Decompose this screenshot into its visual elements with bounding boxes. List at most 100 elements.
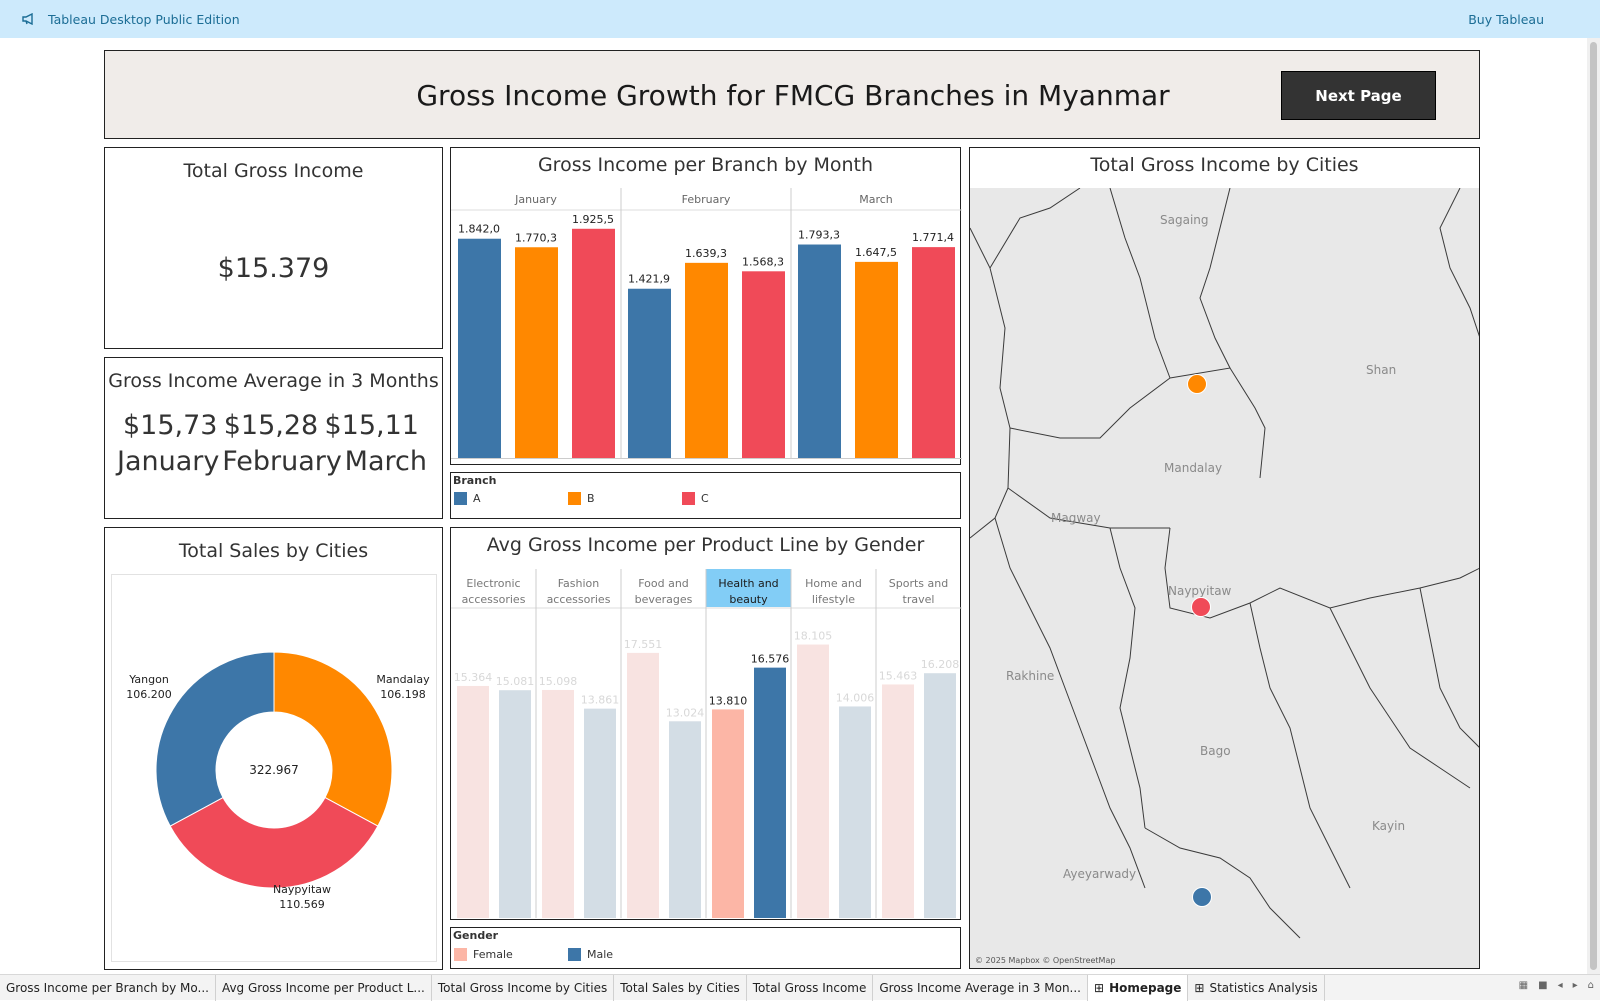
donut-slice-yangon xyxy=(155,651,275,827)
gender-chart-card: Avg Gross Income per Product Line by Gen… xyxy=(450,527,962,921)
map-borders xyxy=(970,188,1479,939)
scrollbar-thumb[interactable] xyxy=(1590,42,1597,970)
branch-a-swatch xyxy=(454,492,467,505)
bar-value-label: 1.639,3 xyxy=(685,247,727,260)
average-february-value: $15,28 xyxy=(223,410,319,441)
map-marker-yangon[interactable] xyxy=(1192,887,1212,907)
donut-label-name: Mandalay xyxy=(376,673,430,686)
legend-female[interactable]: Female xyxy=(454,948,513,961)
map-canvas[interactable] xyxy=(970,188,1479,968)
legend-branch-b[interactable]: B xyxy=(568,492,595,505)
total-income-value: $15.379 xyxy=(217,253,330,284)
donut-label-value: 106.198 xyxy=(380,688,426,701)
bar-value-label: 14.006 xyxy=(836,691,875,704)
branch-chart-title: Gross Income per Branch by Month xyxy=(537,154,874,176)
app-title[interactable]: Tableau Desktop Public Edition xyxy=(22,12,240,27)
tab-income-by-cities[interactable]: Total Gross Income by Cities xyxy=(432,974,615,1001)
branch-b-swatch xyxy=(568,492,581,505)
map-label-sagaing: Sagaing xyxy=(1160,213,1209,227)
donut-center-total: 322.967 xyxy=(249,763,299,777)
dashboard-grid-icon: ⊞ xyxy=(1094,980,1105,995)
bar-b-january xyxy=(515,247,558,458)
announcement-icon xyxy=(22,13,33,25)
filmstrip-icon[interactable]: ■ xyxy=(1538,980,1548,991)
category-header-line1: Food and xyxy=(638,577,689,590)
bar-a-january xyxy=(458,238,501,458)
month-header: January xyxy=(514,193,557,206)
map-label-mandalay: Mandalay xyxy=(1164,461,1223,475)
bar-male xyxy=(839,706,871,918)
legend-female-label: Female xyxy=(473,948,513,961)
bar-value-label: 13.024 xyxy=(666,706,705,719)
branch-bar-chart[interactable]: January 1.842,0 1.770,3 1.925,5 February 1.42… xyxy=(451,148,962,466)
bar-a-february xyxy=(628,288,671,458)
map-label-naypyitaw: Naypyitaw xyxy=(1168,584,1232,598)
legend-male[interactable]: Male xyxy=(568,948,613,961)
income-average-card: Gross Income Average in 3 Months $15,73 … xyxy=(104,357,443,519)
tab-total-income[interactable]: Total Gross Income xyxy=(747,974,874,1001)
map-card: Total Gross Income by Cities Sagaing Sha… xyxy=(969,147,1480,969)
average-january-label: January xyxy=(117,446,220,477)
bar-value-label: 15.081 xyxy=(496,675,535,688)
female-swatch xyxy=(454,948,467,961)
donut-slice-naypyitaw xyxy=(169,796,379,889)
bar-female xyxy=(797,644,829,918)
total-income-title: Total Gross Income xyxy=(183,160,364,182)
gender-bar-chart[interactable]: Electronic accessories 15.364 15.081 Fashion… xyxy=(451,528,962,921)
bar-b-february xyxy=(685,262,728,458)
buy-tableau-link[interactable]: Buy Tableau xyxy=(1468,12,1544,27)
presentation-icon[interactable]: ⌂ xyxy=(1587,980,1594,991)
bar-value-label: 16.576 xyxy=(751,653,790,666)
next-sheet-icon[interactable]: ▸ xyxy=(1572,980,1578,991)
tab-homepage[interactable]: ⊞ Homepage xyxy=(1088,974,1189,1001)
bar-value-label: 15.463 xyxy=(879,669,918,682)
donut-label-name: Yangon xyxy=(128,673,169,686)
bar-male xyxy=(584,708,616,918)
bar-male xyxy=(669,721,701,918)
bar-value-label: 15.098 xyxy=(539,675,578,688)
tab-branch-by-month[interactable]: Gross Income per Branch by Mo... xyxy=(0,974,216,1001)
next-page-button[interactable]: Next Page xyxy=(1281,71,1436,120)
dashboard-header: Gross Income Growth for FMCG Branches in… xyxy=(104,50,1480,139)
sheet-nav-controls: ▦ ■ ◂ ▸ ⌂ xyxy=(1519,980,1594,991)
map-label-bago: Bago xyxy=(1200,744,1231,758)
category-header-line2: beauty xyxy=(729,593,768,606)
bar-value-label: 16.208 xyxy=(921,658,960,671)
map-marker-naypyitaw[interactable] xyxy=(1191,597,1211,617)
bar-female xyxy=(712,709,744,918)
tab-statistics-analysis[interactable]: ⊞ Statistics Analysis xyxy=(1188,974,1325,1001)
bar-female xyxy=(542,689,574,918)
map-label-shan: Shan xyxy=(1366,363,1397,377)
bar-value-label: 1.770,3 xyxy=(515,231,557,244)
prev-sheet-icon[interactable]: ◂ xyxy=(1557,980,1563,991)
legend-branch-c-label: C xyxy=(701,492,709,505)
legend-branch-a-label: A xyxy=(473,492,481,505)
dashboard-title: Gross Income Growth for FMCG Branches in… xyxy=(416,79,1170,112)
total-gross-income-card: Total Gross Income $15.379 xyxy=(104,147,443,349)
bar-value-label: 18.105 xyxy=(794,630,833,643)
tab-product-line[interactable]: Avg Gross Income per Product L... xyxy=(216,974,432,1001)
grid-view-icon[interactable]: ▦ xyxy=(1518,980,1529,991)
map-marker-mandalay[interactable] xyxy=(1187,374,1207,394)
branch-legend: Branch A B C xyxy=(450,472,961,519)
bar-male xyxy=(754,667,786,918)
tab-income-average[interactable]: Gross Income Average in 3 Mon... xyxy=(873,974,1088,1001)
legend-branch-c[interactable]: C xyxy=(682,492,709,505)
legend-male-label: Male xyxy=(587,948,614,961)
month-header: February xyxy=(682,193,731,206)
category-header-line1: Electronic xyxy=(466,577,520,590)
category-header-line2: accessories xyxy=(547,593,611,606)
tab-homepage-label: Homepage xyxy=(1109,980,1182,995)
legend-branch-b-label: B xyxy=(587,492,595,505)
bar-value-label: 15.364 xyxy=(454,671,493,684)
donut-label-name: Naypyitaw xyxy=(273,883,331,896)
donut-chart[interactable]: 322.967 Yangon 106.200 Mandalay 106.198 Naypy… xyxy=(105,528,444,971)
category-header-line2: travel xyxy=(903,593,935,606)
bar-female xyxy=(627,652,659,918)
bar-value-label: 1.842,0 xyxy=(458,223,500,236)
tab-sales-by-cities[interactable]: Total Sales by Cities xyxy=(614,974,747,1001)
map-attribution[interactable]: © 2025 Mapbox © OpenStreetMap xyxy=(975,956,1116,965)
branch-legend-title: Branch xyxy=(453,474,497,487)
legend-branch-a[interactable]: A xyxy=(454,492,481,505)
bar-value-label: 1.647,5 xyxy=(855,246,897,259)
